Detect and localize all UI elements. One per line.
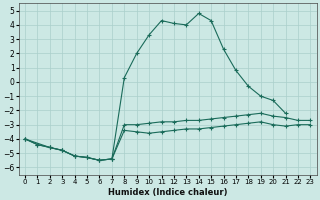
X-axis label: Humidex (Indice chaleur): Humidex (Indice chaleur) [108, 188, 228, 197]
